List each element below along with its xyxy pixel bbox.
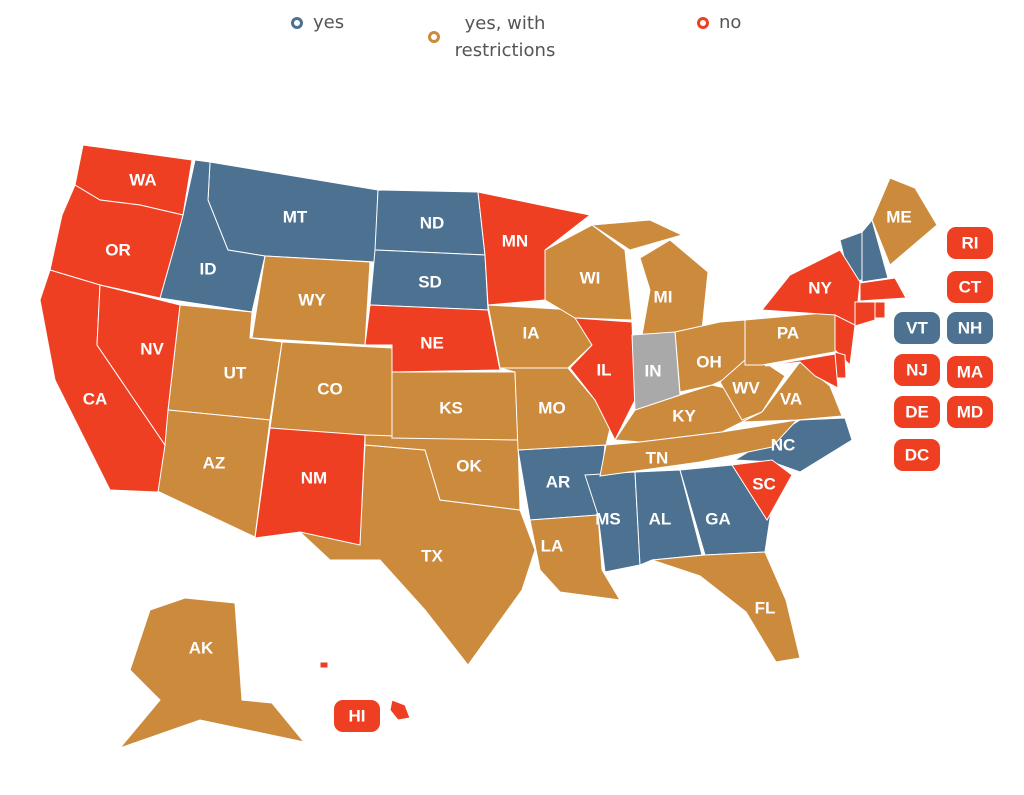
- state-label: MO: [538, 398, 565, 417]
- state-shape[interactable]: [590, 219, 684, 251]
- state-label: MS: [595, 509, 621, 528]
- state-badge[interactable]: [334, 700, 380, 732]
- state-label: CA: [83, 389, 108, 408]
- state-label: DE: [905, 402, 929, 421]
- state-label: IN: [645, 361, 662, 380]
- state-label: AL: [649, 509, 672, 528]
- state-badge[interactable]: [894, 439, 940, 471]
- state-badge[interactable]: [947, 356, 993, 388]
- state-badge[interactable]: [947, 312, 993, 344]
- state-label: KS: [439, 398, 463, 417]
- state-shape[interactable]: [859, 277, 907, 302]
- state-label: KY: [672, 406, 696, 425]
- legend-label: no: [719, 12, 742, 33]
- state-shape[interactable]: [49, 184, 184, 299]
- state-badge[interactable]: [894, 396, 940, 428]
- state-label: MD: [957, 402, 983, 421]
- state-label: MT: [283, 207, 308, 226]
- state-shape[interactable]: [854, 301, 876, 327]
- state-label: WV: [732, 378, 760, 397]
- state-label: OK: [456, 456, 482, 475]
- state-label: CT: [959, 277, 982, 296]
- legend-label: yes: [313, 12, 345, 33]
- state-label: SC: [752, 474, 776, 493]
- state-label: WY: [298, 290, 326, 309]
- state-label: LA: [541, 536, 564, 555]
- state-label: MI: [654, 287, 673, 306]
- state-label: NE: [420, 333, 444, 352]
- state-badge[interactable]: [894, 354, 940, 386]
- state-label: SD: [418, 272, 442, 291]
- state-label: ME: [886, 207, 912, 226]
- state-label: HI: [349, 706, 366, 725]
- state-badge[interactable]: [947, 227, 993, 259]
- state-shape[interactable]: [861, 218, 889, 283]
- state-label: ND: [420, 213, 445, 232]
- legend-item[interactable]: yes, with restrictions: [428, 10, 560, 64]
- state-label: GA: [705, 509, 731, 528]
- state-shape[interactable]: [529, 514, 621, 601]
- state-label: AZ: [203, 453, 226, 472]
- legend-item[interactable]: no: [697, 12, 741, 33]
- state-label: NY: [808, 278, 832, 297]
- state-label: UT: [224, 363, 247, 382]
- state-badge[interactable]: [947, 271, 993, 303]
- legend-label: yes, with restrictions: [454, 13, 556, 61]
- state-shape[interactable]: [764, 353, 839, 389]
- state-label: AK: [189, 638, 214, 657]
- state-shape[interactable]: [477, 191, 592, 306]
- state-shape[interactable]: [154, 409, 271, 538]
- state-label: TX: [421, 546, 443, 565]
- state-shape[interactable]: [834, 314, 856, 367]
- state-shape[interactable]: [364, 304, 501, 373]
- state-label: ID: [200, 259, 217, 278]
- state-shape[interactable]: [96, 284, 181, 447]
- state-label: IA: [523, 323, 540, 342]
- state-label: MA: [957, 362, 983, 381]
- state-label: TN: [646, 448, 669, 467]
- state-label: NV: [140, 339, 164, 358]
- state-shape[interactable]: [118, 597, 306, 750]
- state-shape[interactable]: [254, 427, 366, 546]
- state-label: PA: [777, 323, 799, 342]
- state-label: WA: [129, 170, 156, 189]
- state-label: DC: [905, 445, 930, 464]
- state-label: WI: [580, 268, 601, 287]
- state-label: NJ: [906, 360, 928, 379]
- state-badge[interactable]: [947, 396, 993, 428]
- legend-dot: [697, 16, 709, 29]
- state-label: NC: [771, 435, 796, 454]
- state-label: FL: [755, 598, 776, 617]
- state-shape[interactable]: [651, 551, 801, 663]
- state-shape[interactable]: [639, 239, 709, 336]
- state-shape[interactable]: [599, 419, 799, 477]
- state-shape[interactable]: [631, 331, 681, 411]
- state-label: VA: [780, 389, 802, 408]
- state-shape[interactable]: [319, 661, 329, 669]
- legend-item[interactable]: yes: [291, 12, 344, 33]
- state-label: OR: [105, 240, 131, 259]
- state-label: IL: [596, 360, 611, 379]
- state-shape[interactable]: [389, 699, 411, 721]
- state-shape[interactable]: [874, 301, 886, 319]
- state-label: NH: [958, 318, 983, 337]
- state-label: AR: [546, 472, 571, 491]
- state-label: CO: [317, 379, 343, 398]
- state-label: RI: [962, 233, 979, 252]
- state-shape[interactable]: [871, 177, 938, 266]
- state-badge[interactable]: [894, 312, 940, 344]
- state-label: OH: [696, 352, 722, 371]
- state-label: NM: [301, 468, 327, 487]
- state-label: MN: [502, 231, 528, 250]
- state-label: VT: [906, 318, 928, 337]
- state-shape[interactable]: [731, 459, 793, 521]
- legend-dot: [291, 16, 303, 29]
- legend-dot: [428, 31, 440, 43]
